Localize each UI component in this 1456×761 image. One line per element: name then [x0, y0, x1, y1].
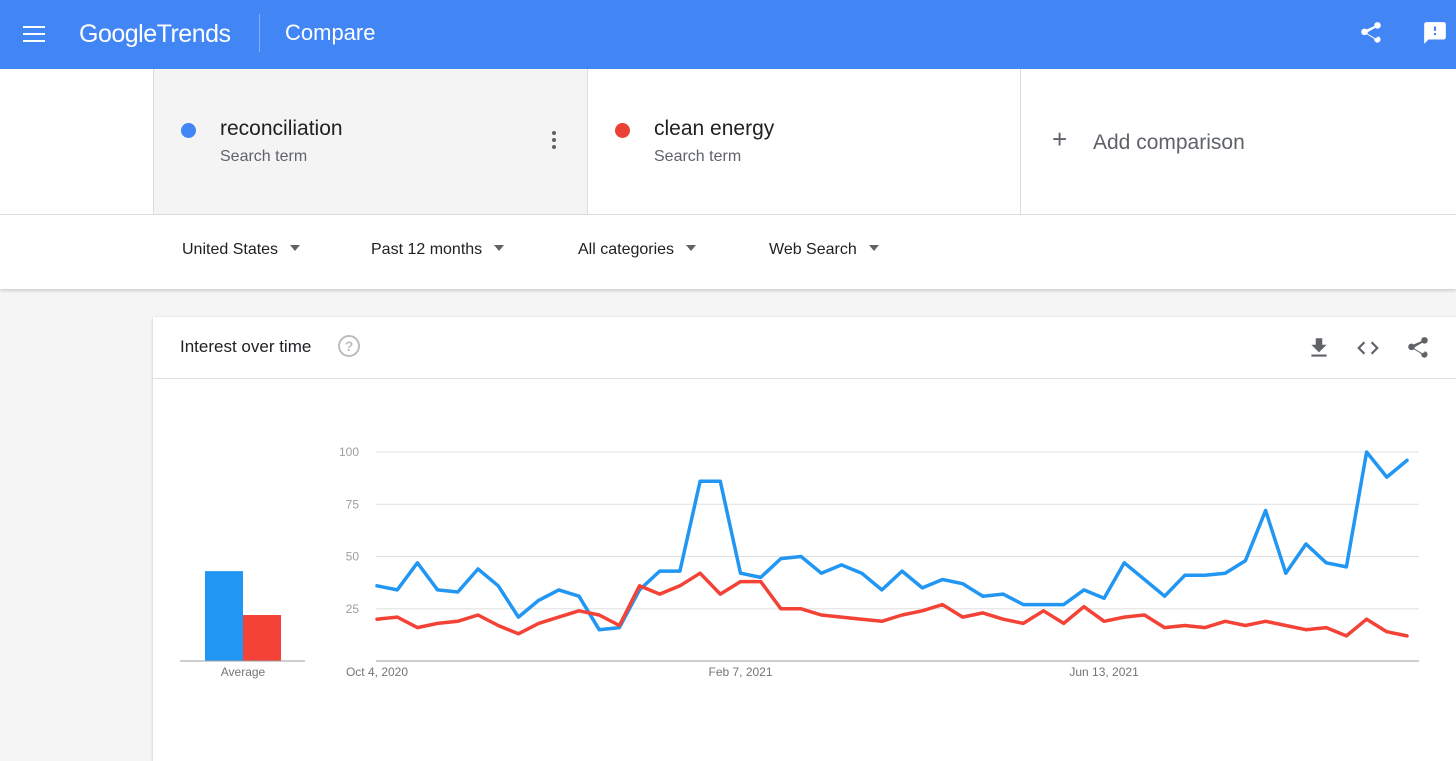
logo-word-google: Google [79, 20, 157, 48]
y-tick-label: 50 [346, 550, 360, 564]
card-title: Interest over time [180, 337, 312, 356]
y-tick-labels: 25 50 75 100 [339, 445, 359, 616]
average-bar-reconciliation [205, 571, 243, 661]
term-name[interactable]: reconciliation [220, 117, 343, 140]
interest-chart[interactable]: 25 50 75 100 Oct 4, 2020 Feb 7, 2021 Jun 13, … [153, 379, 1456, 759]
filter-bar: United States Past 12 months All categor… [0, 215, 1456, 289]
term-type: Search term [220, 148, 308, 165]
dropdown-arrow-icon [868, 245, 879, 251]
term-type: Search term [654, 148, 742, 165]
y-tick-label: 25 [346, 602, 360, 616]
term-color-dot [615, 123, 630, 138]
series-line-reconciliation [375, 450, 1409, 632]
add-comparison-label: Add comparison [1093, 131, 1245, 154]
term-name[interactable]: clean energy [654, 117, 775, 140]
region-value: United States [182, 241, 279, 258]
average-bars [180, 571, 305, 662]
dropdown-arrow-icon [686, 245, 697, 251]
series-lines [375, 450, 1409, 638]
page-title: Compare [285, 20, 376, 45]
dropdown-arrow-icon [494, 245, 505, 251]
interest-over-time-card: Interest over time ? 25 50 75 100 Oct 4, 20… [153, 317, 1456, 761]
region-dropdown[interactable]: United States [182, 241, 301, 259]
help-icon[interactable]: ? [338, 335, 360, 357]
plus-icon: + [1052, 124, 1068, 154]
dropdown-arrow-icon [290, 245, 301, 251]
search-property-value: Web Search [769, 241, 857, 258]
term-color-dot [181, 123, 196, 138]
x-tick-label: Jun 13, 2021 [1069, 665, 1139, 679]
google-trends-logo[interactable]: GoogleTrends [79, 20, 231, 49]
y-tick-label: 75 [346, 497, 360, 511]
download-icon[interactable] [1306, 335, 1332, 361]
embed-icon[interactable] [1355, 335, 1381, 361]
search-property-dropdown[interactable]: Web Search [769, 241, 879, 259]
feedback-icon[interactable] [1422, 20, 1450, 48]
time-range-dropdown[interactable]: Past 12 months [371, 241, 505, 259]
top-app-bar: GoogleTrends Compare [0, 0, 1456, 69]
term-card-clean-energy[interactable]: clean energy Search term [587, 69, 1020, 214]
chart-grid [376, 451, 1419, 662]
average-bar-clean-energy [243, 615, 281, 661]
term-card-reconciliation[interactable]: reconciliation Search term [153, 69, 587, 214]
share-icon[interactable] [1405, 335, 1431, 361]
card-header: Interest over time ? [153, 317, 1456, 379]
y-tick-label: 100 [339, 445, 359, 459]
x-tick-label: Feb 7, 2021 [708, 665, 772, 679]
menu-icon[interactable] [23, 24, 47, 44]
time-range-value: Past 12 months [371, 241, 483, 258]
x-tick-label: Oct 4, 2020 [346, 665, 408, 679]
more-options-icon[interactable] [551, 131, 557, 151]
logo-word-trends: Trends [156, 20, 231, 48]
category-value: All categories [578, 241, 675, 258]
series-line-clean-energy [375, 571, 1409, 638]
add-comparison-button[interactable]: + Add comparison [1020, 69, 1456, 214]
x-tick-labels: Oct 4, 2020 Feb 7, 2021 Jun 13, 2021 [346, 665, 1139, 679]
search-terms-bar: reconciliation Search term clean energy … [0, 69, 1456, 215]
category-dropdown[interactable]: All categories [578, 241, 697, 259]
average-label: Average [220, 665, 266, 679]
share-icon[interactable] [1358, 20, 1386, 48]
header-divider [259, 14, 260, 52]
